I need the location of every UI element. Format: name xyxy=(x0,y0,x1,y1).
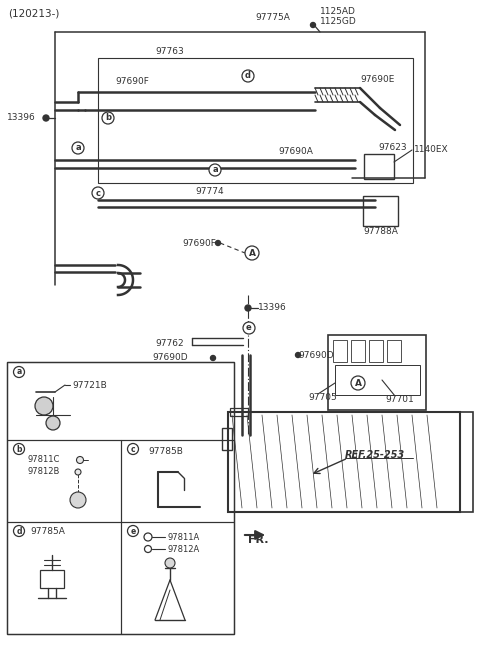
Bar xyxy=(363,196,398,226)
Circle shape xyxy=(92,187,104,199)
Bar xyxy=(369,340,383,362)
Text: 97705: 97705 xyxy=(308,394,337,402)
Text: A: A xyxy=(355,379,361,387)
Circle shape xyxy=(211,355,216,361)
Bar xyxy=(228,412,460,512)
Circle shape xyxy=(351,376,365,390)
Circle shape xyxy=(76,456,84,464)
Text: 97763: 97763 xyxy=(156,48,184,57)
Text: 97788A: 97788A xyxy=(363,228,398,237)
Text: d: d xyxy=(16,527,22,535)
Text: b: b xyxy=(105,113,111,123)
Text: c: c xyxy=(131,445,135,454)
Text: d: d xyxy=(245,72,251,80)
Circle shape xyxy=(13,443,24,454)
Circle shape xyxy=(165,558,175,568)
Circle shape xyxy=(35,397,53,415)
Circle shape xyxy=(75,469,81,475)
Circle shape xyxy=(13,526,24,537)
Circle shape xyxy=(311,23,315,27)
Text: a: a xyxy=(75,143,81,153)
Circle shape xyxy=(245,305,251,311)
Text: 97721B: 97721B xyxy=(72,381,107,391)
Circle shape xyxy=(46,416,60,430)
Text: 1125AD: 1125AD xyxy=(320,8,356,16)
Circle shape xyxy=(296,353,300,357)
Circle shape xyxy=(128,443,139,454)
Text: e: e xyxy=(131,527,136,535)
Text: (120213-): (120213-) xyxy=(8,9,60,19)
Bar xyxy=(387,340,401,362)
Bar xyxy=(328,335,426,410)
Text: 97690F: 97690F xyxy=(182,239,216,248)
Circle shape xyxy=(245,246,259,260)
Bar xyxy=(121,440,234,522)
Text: 97690E: 97690E xyxy=(360,76,395,85)
Text: 1125GD: 1125GD xyxy=(320,16,357,25)
Bar xyxy=(351,340,365,362)
Text: 97811A: 97811A xyxy=(167,533,199,542)
Circle shape xyxy=(43,115,49,121)
Bar xyxy=(364,154,394,179)
Bar xyxy=(40,570,64,588)
Text: 97701: 97701 xyxy=(385,396,414,404)
Bar xyxy=(121,522,234,634)
Text: 1140EX: 1140EX xyxy=(414,145,449,155)
Circle shape xyxy=(242,70,254,82)
Text: 97690D: 97690D xyxy=(298,351,334,359)
Text: FR.: FR. xyxy=(248,535,268,545)
Bar xyxy=(460,412,473,512)
Circle shape xyxy=(102,112,114,124)
Bar xyxy=(230,408,248,416)
Text: a: a xyxy=(212,166,218,175)
Bar xyxy=(98,58,413,183)
Circle shape xyxy=(209,164,221,176)
Circle shape xyxy=(243,322,255,334)
Text: c: c xyxy=(96,188,100,198)
Text: 97762: 97762 xyxy=(155,338,184,348)
Text: 97690F: 97690F xyxy=(115,78,149,87)
Text: REF.25-253: REF.25-253 xyxy=(345,450,405,460)
Bar xyxy=(7,440,121,522)
Circle shape xyxy=(216,241,220,246)
Circle shape xyxy=(70,492,86,508)
Text: 97774: 97774 xyxy=(195,188,224,196)
Circle shape xyxy=(72,142,84,154)
Text: 13396: 13396 xyxy=(258,303,287,312)
Text: 97690D: 97690D xyxy=(152,353,188,363)
Bar xyxy=(333,340,347,362)
Bar xyxy=(222,428,232,450)
Circle shape xyxy=(13,366,24,378)
Bar xyxy=(7,522,121,634)
Text: a: a xyxy=(16,368,22,376)
Text: 13396: 13396 xyxy=(7,113,36,123)
Bar xyxy=(7,362,234,634)
Bar xyxy=(7,362,234,440)
Text: 97812A: 97812A xyxy=(167,544,199,554)
Text: 97623: 97623 xyxy=(378,143,407,153)
Text: 97811C: 97811C xyxy=(27,456,60,464)
Text: 97785A: 97785A xyxy=(30,527,65,537)
Bar xyxy=(335,365,420,395)
Text: b: b xyxy=(16,445,22,454)
Text: 97812B: 97812B xyxy=(27,467,60,477)
Text: 97690A: 97690A xyxy=(278,147,313,156)
Text: e: e xyxy=(246,323,252,333)
Text: 97775A: 97775A xyxy=(255,14,290,23)
Text: A: A xyxy=(249,248,255,258)
Circle shape xyxy=(128,526,139,537)
Text: 97785B: 97785B xyxy=(148,447,183,456)
